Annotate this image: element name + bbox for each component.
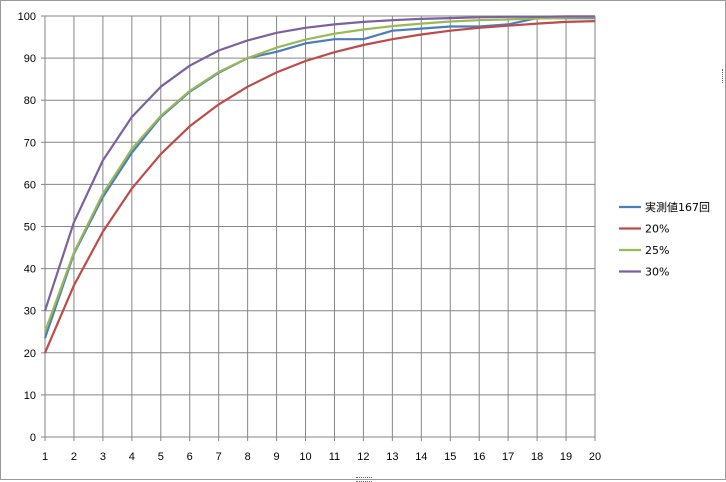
y-tick-label: 80	[24, 95, 36, 107]
series-line-2	[43, 16, 596, 333]
series-line-1	[43, 20, 596, 354]
x-tick-label: 18	[531, 451, 543, 463]
series-line-0	[43, 17, 595, 339]
x-tick-label: 14	[415, 451, 427, 463]
series-line-3	[43, 15, 595, 312]
legend-label: 30%	[645, 266, 669, 279]
x-tick-label: 19	[560, 451, 572, 463]
x-tick-label: 10	[299, 451, 311, 463]
plot-grid	[45, 15, 596, 437]
x-tick-label: 3	[100, 451, 106, 463]
y-tick-label: 40	[24, 264, 36, 276]
x-tick-label: 4	[129, 451, 135, 463]
y-tick-label: 0	[30, 432, 36, 444]
y-tick-label: 30	[24, 306, 36, 318]
plot-axes	[41, 15, 596, 441]
x-tick-label: 16	[473, 451, 485, 463]
y-axis-tick-labels: 0 10 20 30 40 50 60 70 80 90 100	[18, 11, 36, 444]
x-tick-label: 20	[589, 451, 601, 463]
x-tick-label: 13	[386, 451, 398, 463]
y-tick-label: 70	[24, 137, 36, 149]
series-lines	[43, 15, 596, 354]
y-tick-label: 60	[24, 179, 36, 191]
x-tick-label: 15	[444, 451, 456, 463]
x-tick-label: 8	[245, 451, 251, 463]
x-tick-label: 2	[71, 451, 77, 463]
legend-label: 20%	[645, 223, 669, 236]
x-tick-label: 9	[274, 451, 280, 463]
resize-handle-right[interactable]	[722, 69, 726, 83]
legend: 実測値167回 20% 25% 30%	[619, 200, 710, 279]
x-tick-label: 6	[187, 451, 193, 463]
y-tick-label: 50	[24, 222, 36, 234]
x-axis-tick-labels: 1 2 3 4 5 6 7 8 9 10 11 12 13 14 15 16 17 18 19 20	[42, 451, 601, 463]
x-tick-label: 7	[216, 451, 222, 463]
x-tick-label: 11	[329, 451, 340, 463]
x-tick-label: 12	[357, 451, 369, 463]
x-tick-label: 5	[158, 451, 164, 463]
x-tick-label: 17	[502, 451, 514, 463]
y-tick-label: 10	[24, 390, 36, 402]
legend-label: 25%	[645, 244, 669, 257]
y-tick-label: 90	[24, 53, 36, 65]
x-tick-label: 1	[42, 451, 48, 463]
legend-label: 実測値167回	[645, 200, 710, 214]
y-tick-label: 20	[24, 348, 36, 360]
y-tick-label: 100	[18, 11, 36, 23]
